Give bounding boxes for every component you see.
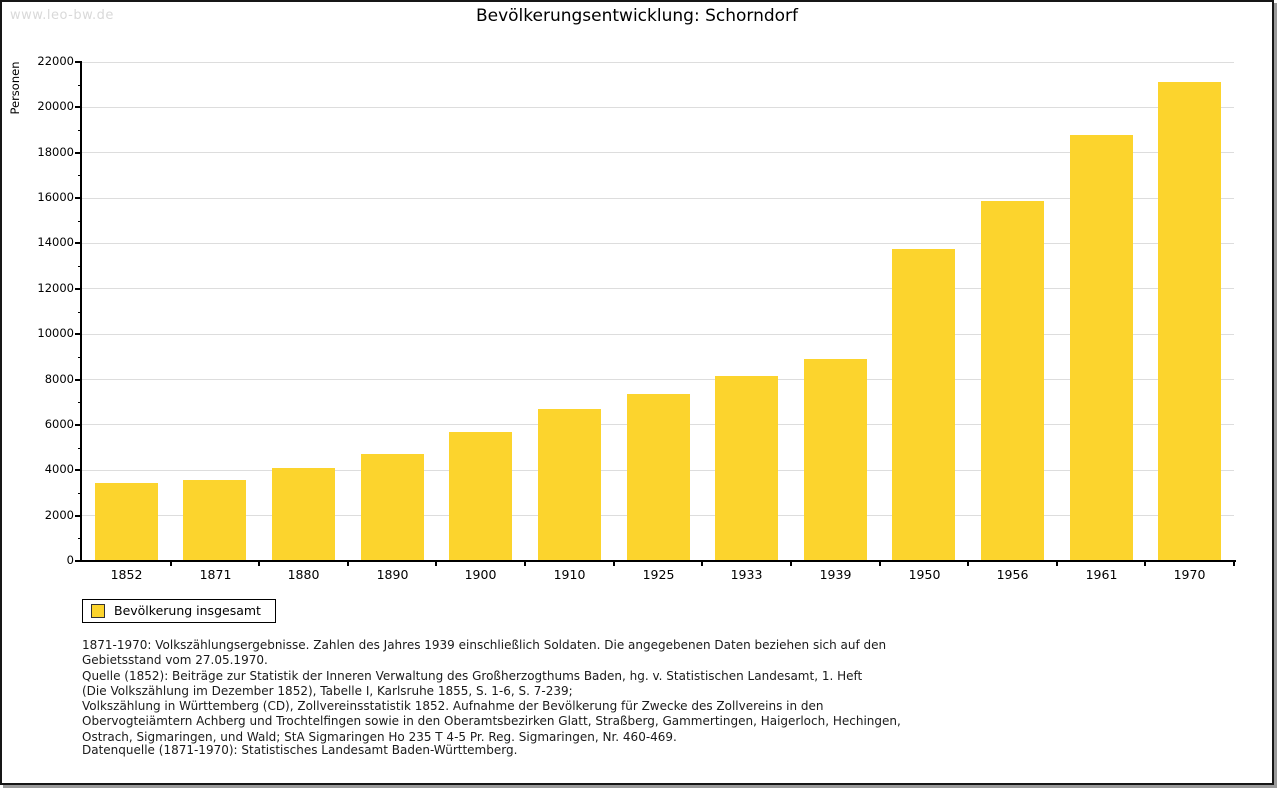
footnote-block: 1871-1970: Volkszählungsergebnisse. Zahl… [82,638,1232,745]
y-tick-major [75,197,82,200]
gridline [82,61,1234,63]
footnote-line: Quelle (1852): Beiträge zur Statistik de… [82,668,863,683]
x-boundary-tick [170,561,172,566]
gridline [82,197,1234,199]
x-axis-line [80,560,1236,562]
bar [449,432,512,561]
x-boundary-tick [347,561,349,566]
x-tick-label: 1910 [553,567,586,582]
x-boundary-tick [1144,561,1146,566]
y-tick-major [75,61,82,63]
y-tick-label: 6000 [44,416,74,431]
bar [981,201,1044,561]
bar [538,409,601,561]
y-tick-label: 4000 [44,462,74,477]
x-tick-label: 1880 [287,567,320,582]
gridline [82,152,1234,154]
footnote-line: Ostrach, Sigmaringen, und Wald; StA Sigm… [82,729,677,744]
bar [95,483,158,561]
x-tick-label: 1900 [464,567,497,582]
x-boundary-tick [435,561,437,566]
y-axis-title: Personen [8,61,22,115]
x-tick-label: 1956 [996,567,1029,582]
x-boundary-tick [613,561,615,566]
y-tick-label: 8000 [44,371,74,386]
y-tick-label: 14000 [37,235,74,250]
bar [715,376,778,561]
y-tick-label: 10000 [37,326,74,341]
y-tick-label: 2000 [44,507,74,522]
x-boundary-tick [524,561,526,566]
gridline [82,242,1234,244]
footnote-line: 1871-1970: Volkszählungsergebnisse. Zahl… [82,638,887,652]
x-tick-label: 1939 [819,567,852,582]
y-tick-label: 16000 [37,190,74,205]
footnote-line: Volkszählung in Württemberg (CD), Zollve… [82,699,824,714]
gridline [82,106,1234,108]
datasource-line: Datenquelle (1871-1970): Statistisches L… [82,743,518,757]
x-boundary-tick [1233,561,1235,566]
x-boundary-tick [258,561,260,566]
bar [804,359,867,561]
legend-box: Bevölkerung insgesamt [82,599,276,623]
x-tick-label: 1970 [1173,567,1206,582]
x-tick-label: 1852 [110,567,143,582]
bar [1158,82,1221,561]
y-axis-line [80,61,82,562]
gridline [82,288,1234,290]
gridline [82,379,1234,381]
y-tick-major [75,287,82,290]
x-tick-label: 1871 [199,567,232,582]
bar [1070,135,1133,561]
y-tick-label: 12000 [37,280,74,295]
y-tick-major [75,242,82,245]
footnote-line: Gebietsstand vom 27.05.1970. [82,653,268,668]
x-tick-label: 1961 [1085,567,1118,582]
x-boundary-tick [790,561,792,566]
bar [892,249,955,561]
y-tick-major [75,514,82,517]
y-tick-label: 0 [66,553,74,567]
page-title: Bevölkerungsentwicklung: Schorndorf [475,6,799,26]
x-boundary-tick [967,561,969,566]
bar [183,480,246,561]
y-tick-label: 20000 [37,99,74,114]
y-tick-major [75,333,82,336]
y-tick-label: 18000 [37,144,74,159]
bar [272,468,335,561]
x-tick-label: 1933 [730,567,763,582]
x-boundary-tick [879,561,881,566]
x-tick-label: 1890 [376,567,409,582]
legend-swatch-icon [91,603,105,618]
footnote-line: (Die Volkszählung im Dezember 1852), Tab… [82,683,573,698]
legend-label: Bevölkerung insgesamt [114,603,261,618]
bar [627,394,690,561]
x-boundary-tick [1056,561,1058,566]
y-tick-major [75,151,82,154]
bar [361,454,424,561]
gridline [82,333,1234,335]
x-tick-label: 1925 [642,567,675,582]
x-boundary-tick [701,561,703,566]
y-tick-label: 22000 [37,54,74,68]
y-tick-major [75,469,82,472]
x-tick-label: 1950 [908,567,941,582]
y-tick-major [75,423,82,426]
y-tick-major [75,378,82,381]
y-tick-major [75,106,82,109]
watermark-url: www.leo-bw.de [10,8,114,23]
footnote-line: Obervogteiämtern Achberg und Trochtelfin… [82,714,901,729]
y-tick-major [75,560,82,562]
